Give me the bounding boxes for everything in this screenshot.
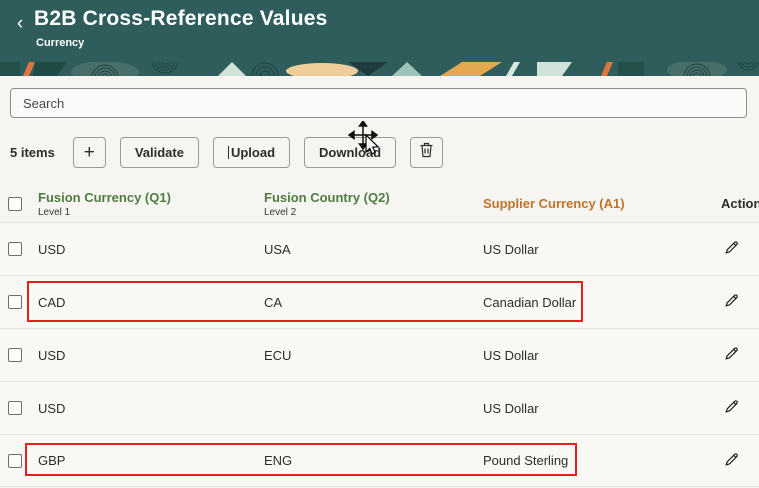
- pencil-icon: [723, 347, 740, 365]
- cell-supplier-currency: US Dollar: [483, 241, 539, 257]
- row-checkbox[interactable]: [8, 295, 22, 309]
- cell-fusion-currency: GBP: [38, 453, 66, 468]
- cell-fusion-currency: USD: [38, 400, 66, 416]
- validate-button[interactable]: Validate: [119, 137, 199, 168]
- table-row[interactable]: USD ECU US Dollar: [0, 328, 759, 381]
- cell-supplier-currency: Canadian Dollar: [483, 294, 577, 310]
- page-header: ‹ B2B Cross-Reference Values Currency: [0, 0, 759, 62]
- row-checkbox[interactable]: [8, 453, 22, 468]
- table-row[interactable]: USD USA US Dollar: [0, 222, 759, 275]
- cell-supplier-currency: US Dollar: [483, 347, 539, 363]
- column-sublabel: Level 2: [264, 206, 297, 218]
- edit-row-button[interactable]: [721, 290, 742, 314]
- cell-fusion-country: CA: [264, 294, 283, 310]
- column-label: Supplier Currency (A1): [483, 196, 625, 211]
- upload-button-label: Upload: [230, 145, 276, 160]
- row-checkbox[interactable]: [8, 348, 22, 362]
- pencil-icon: [723, 294, 740, 312]
- edit-row-button[interactable]: [721, 237, 742, 261]
- table-header-row: Fusion Currency (Q1) Level 1 Fusion Coun…: [0, 185, 759, 222]
- column-header-fusion-currency[interactable]: Fusion Currency (Q1) Level 1: [38, 190, 264, 218]
- cell-fusion-country: ENG: [264, 453, 293, 468]
- cell-supplier-currency: US Dollar: [483, 400, 539, 416]
- cell-supplier-currency: Pound Sterling: [483, 453, 569, 468]
- edit-row-button[interactable]: [721, 449, 742, 473]
- table-row[interactable]: GBP ENG Pound Sterling: [0, 434, 759, 487]
- decorative-banner: [0, 62, 759, 76]
- search-input[interactable]: [10, 88, 747, 118]
- table-row[interactable]: USD US Dollar: [0, 381, 759, 434]
- cell-fusion-currency: CAD: [38, 294, 66, 310]
- cell-fusion-currency: USD: [38, 241, 66, 257]
- edit-row-button[interactable]: [721, 396, 742, 420]
- pencil-icon: [723, 241, 740, 259]
- cross-reference-table: Fusion Currency (Q1) Level 1 Fusion Coun…: [0, 185, 759, 487]
- cell-fusion-country: ECU: [264, 347, 292, 363]
- banner-pattern-art: [0, 62, 759, 76]
- column-header-supplier-currency[interactable]: Supplier Currency (A1): [483, 196, 707, 211]
- back-icon[interactable]: ‹: [16, 13, 24, 34]
- column-header-fusion-country[interactable]: Fusion Country (Q2) Level 2: [264, 190, 483, 218]
- table-row[interactable]: CAD CA Canadian Dollar: [0, 275, 759, 328]
- cell-fusion-country: USA: [264, 241, 291, 257]
- cell-fusion-currency: USD: [38, 347, 66, 363]
- pencil-icon: [723, 452, 740, 471]
- text-cursor-artifact: [227, 146, 229, 159]
- row-checkbox[interactable]: [8, 242, 22, 256]
- column-label: Fusion Country (Q2): [264, 189, 390, 205]
- delete-button[interactable]: [410, 137, 444, 168]
- pencil-icon: [723, 400, 740, 418]
- download-button[interactable]: Download: [304, 137, 397, 168]
- add-button[interactable]: +: [72, 137, 106, 168]
- row-checkbox[interactable]: [8, 401, 22, 415]
- toolbar: 5 items + Validate Upload Download: [10, 137, 750, 168]
- trash-icon: [419, 142, 434, 164]
- page-title: B2B Cross-Reference Values: [34, 7, 328, 30]
- column-sublabel: Level 1: [38, 206, 71, 218]
- column-header-actions: Actions: [707, 196, 759, 211]
- select-all-checkbox[interactable]: [8, 196, 22, 211]
- items-count: 5 items: [10, 145, 55, 160]
- page-subtitle: Currency: [36, 37, 85, 49]
- column-label: Actions: [721, 196, 759, 211]
- edit-row-button[interactable]: [721, 343, 742, 367]
- column-label: Fusion Currency (Q1): [38, 189, 171, 205]
- upload-button[interactable]: Upload: [212, 137, 291, 168]
